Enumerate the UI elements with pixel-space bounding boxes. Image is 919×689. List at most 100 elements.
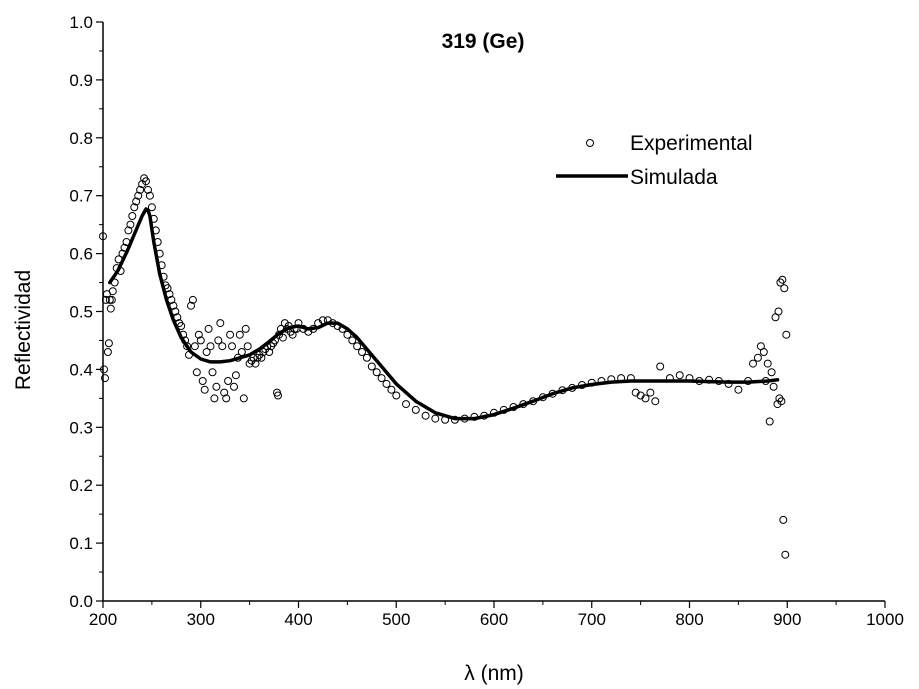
- experimental-point: [103, 348, 112, 356]
- experimental-point: [753, 353, 762, 362]
- experimental-point: [749, 359, 757, 368]
- experimental-point: [218, 342, 227, 351]
- experimental-point: [192, 368, 201, 377]
- experimental-point: [99, 232, 107, 241]
- experimental-point: [196, 336, 205, 345]
- experimental-point: [338, 324, 347, 333]
- experimental-point: [377, 374, 386, 383]
- experimental-point: [656, 362, 665, 371]
- experimental-point: [509, 403, 518, 411]
- experimental-point: [529, 397, 538, 406]
- experimental-point: [568, 383, 577, 392]
- y-tick-label: 0.7: [69, 187, 93, 206]
- legend-marker-experimental: [586, 139, 594, 147]
- experimental-point: [188, 295, 197, 304]
- experimental-point: [780, 284, 789, 293]
- experimental-point: [159, 272, 168, 281]
- experimental-point: [204, 324, 213, 333]
- experimental-point: [224, 377, 233, 385]
- experimental-point: [387, 385, 396, 394]
- experimental-point: [230, 382, 238, 391]
- experimental-point: [214, 336, 223, 345]
- legend-label-experimental: Experimental: [630, 132, 753, 155]
- experimental-point: [695, 377, 704, 385]
- experimental-point: [216, 319, 225, 328]
- experimental-point: [460, 414, 469, 423]
- series-line-simulada: [108, 207, 780, 421]
- experimental-point: [548, 389, 557, 398]
- experimental-point: [149, 214, 158, 223]
- experimental-point: [171, 307, 180, 316]
- experimental-point: [142, 177, 150, 186]
- experimental-point: [774, 307, 783, 316]
- experimental-point: [318, 316, 327, 325]
- experimental-point: [136, 185, 145, 194]
- experimental-point: [626, 374, 635, 383]
- experimental-point: [765, 417, 774, 426]
- experimental-point: [759, 348, 768, 356]
- experimental-point: [202, 348, 211, 356]
- experimental-point: [665, 374, 674, 383]
- x-axis-title: λ (nm): [464, 662, 524, 685]
- experimental-point: [239, 394, 248, 403]
- y-tick-label: 0.2: [69, 476, 93, 495]
- experimental-point: [198, 377, 207, 385]
- experimental-point: [353, 342, 362, 351]
- experimental-point: [343, 330, 352, 339]
- experimental-point: [778, 275, 787, 284]
- experimental-point: [101, 374, 109, 383]
- experimental-point: [163, 284, 172, 293]
- experimental-point: [714, 377, 723, 385]
- experimental-point: [587, 378, 596, 387]
- experimental-point: [126, 220, 135, 229]
- experimental-point: [499, 405, 508, 414]
- experimental-point: [100, 365, 108, 374]
- experimental-point: [274, 391, 282, 400]
- experimental-point: [105, 295, 114, 304]
- experimental-point: [538, 393, 547, 402]
- experimental-point: [241, 324, 250, 333]
- experimental-point: [185, 350, 193, 359]
- y-axis-title: Reflectividad: [12, 270, 35, 390]
- experimental-point: [190, 342, 199, 351]
- experimental-point: [450, 415, 459, 424]
- x-tick-label: 500: [382, 610, 410, 629]
- x-tick-label: 400: [284, 610, 312, 629]
- experimental-point: [144, 185, 152, 194]
- experimental-point: [641, 394, 650, 403]
- x-tick-label: 600: [480, 610, 508, 629]
- experimental-point: [578, 381, 586, 389]
- experimental-point: [231, 371, 240, 380]
- x-tick-label: 700: [578, 610, 606, 629]
- experimental-point: [147, 203, 156, 212]
- experimental-point: [128, 212, 137, 220]
- y-tick-label: 0.8: [69, 129, 93, 148]
- experimental-point: [597, 377, 606, 385]
- y-tick-label: 0.3: [69, 418, 93, 437]
- experimental-point: [421, 411, 430, 420]
- experimental-point: [271, 336, 279, 345]
- y-axis-ticks: 0.0 0.1 0.2 0.3 0.4 0.5 0.6 0.7 0.8 0.9 1.0: [69, 13, 103, 611]
- experimental-point: [288, 330, 297, 339]
- experimental-point: [367, 362, 376, 371]
- experimental-point: [155, 249, 164, 258]
- experimental-point: [177, 322, 186, 330]
- experimental-point: [607, 375, 616, 384]
- experimental-point: [157, 261, 166, 270]
- experimental-point: [402, 400, 410, 409]
- experimental-point: [372, 368, 381, 377]
- experimental-point: [763, 359, 772, 368]
- y-tick-label: 0.0: [69, 592, 93, 611]
- experimental-point: [278, 333, 287, 342]
- experimental-point: [744, 377, 753, 385]
- experimental-point: [237, 348, 246, 356]
- experimental-point: [431, 414, 440, 423]
- series-layer: [99, 174, 791, 559]
- experimental-point: [734, 385, 743, 394]
- experimental-point: [104, 339, 113, 348]
- experimental-point: [106, 304, 115, 313]
- experimental-point: [251, 359, 260, 368]
- experimental-point: [151, 226, 160, 235]
- y-tick-label: 0.9: [69, 71, 93, 90]
